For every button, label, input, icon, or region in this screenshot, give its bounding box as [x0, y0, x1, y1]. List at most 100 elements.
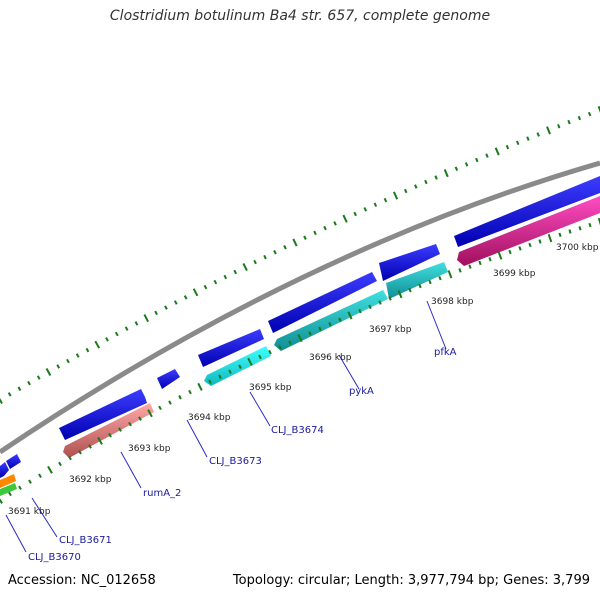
kbp-label: 3695 kbp	[249, 383, 292, 393]
tick-mark	[297, 333, 303, 343]
kbp-label: 3698 kbp	[431, 297, 474, 307]
gene-label-CLJ_B3673[interactable]: CLJ_B3673	[209, 456, 262, 467]
tick-mark	[485, 153, 489, 158]
tick-mark	[526, 136, 530, 141]
tick-mark	[558, 232, 562, 238]
tick-mark	[253, 259, 257, 265]
tick-mark	[85, 347, 90, 353]
leader-line	[120, 451, 142, 489]
inner-tick-track	[0, 217, 600, 504]
tick-mark	[263, 254, 267, 260]
orange-feature	[0, 474, 16, 488]
tick-mark	[17, 386, 22, 391]
tick-mark	[218, 374, 222, 379]
tick-mark	[443, 169, 449, 178]
gene-label-CLJ_B3670[interactable]: CLJ_B3670	[28, 552, 81, 563]
tick-mark	[494, 147, 500, 156]
tick-mark	[546, 126, 551, 135]
tick-mark	[143, 314, 149, 323]
tick-mark	[164, 305, 168, 310]
tick-mark	[313, 230, 317, 236]
tick-mark	[508, 249, 512, 255]
gene-label-rumA_2[interactable]: rumA_2	[143, 488, 181, 499]
cds-feature	[198, 329, 264, 367]
tick-mark	[518, 246, 522, 251]
kbp-label: 3696 kbp	[309, 353, 352, 363]
cds-feature	[157, 369, 180, 389]
cds-feature	[6, 454, 21, 469]
gene-labels: CLJ_B3670 CLJ_B3671 rumA_2 CLJ_B3673 CLJ…	[28, 347, 457, 563]
genome-backbone	[0, 160, 600, 455]
tick-mark	[323, 225, 327, 231]
tick-mark	[78, 450, 82, 455]
gene-label-CLJ_B3671[interactable]: CLJ_B3671	[59, 535, 112, 546]
tick-mark	[288, 340, 292, 345]
tick-mark	[238, 364, 242, 369]
tick-mark	[424, 179, 428, 185]
leader-line	[249, 391, 271, 427]
tick-mark	[108, 433, 112, 438]
tick-mark	[197, 382, 203, 391]
tick-mark	[328, 322, 332, 327]
tick-mark	[158, 405, 162, 411]
tick-mark	[183, 295, 188, 300]
tick-mark	[114, 331, 119, 337]
tick-mark	[208, 379, 212, 385]
tick-mark	[388, 296, 392, 301]
tick-mark	[168, 400, 172, 405]
tick-mark	[497, 251, 503, 260]
cds-feature	[454, 176, 600, 247]
tick-mark	[353, 211, 357, 217]
tick-mark	[547, 233, 553, 243]
tick-mark	[557, 124, 561, 129]
tick-mark	[587, 111, 592, 117]
tick-mark	[378, 300, 382, 305]
tick-mark	[283, 245, 287, 250]
tick-mark	[154, 310, 158, 316]
kbp-label: 3697 kbp	[369, 325, 412, 335]
kbp-label: 3692 kbp	[69, 475, 112, 485]
tick-mark	[118, 427, 122, 432]
tick-mark	[88, 444, 92, 449]
tick-mark	[28, 479, 32, 484]
tick-mark	[66, 358, 70, 364]
gene-label-CLJ_B3674[interactable]: CLJ_B3674	[271, 425, 324, 436]
tick-mark	[203, 284, 208, 290]
tick-mark	[147, 409, 153, 418]
tick-mark	[447, 270, 453, 279]
leader-line	[426, 300, 447, 350]
tick-mark	[403, 188, 408, 194]
tick-mark	[128, 421, 132, 427]
tick-mark	[373, 202, 378, 207]
tick-mark	[45, 368, 52, 376]
tick-mark	[273, 249, 277, 255]
pykA-feature	[274, 290, 388, 351]
tick-mark	[94, 340, 101, 349]
pfkA-feature	[386, 262, 448, 299]
tick-mark	[105, 337, 109, 342]
tick-mark	[268, 349, 272, 355]
tick-mark	[0, 498, 3, 504]
gene-label-pfkA[interactable]: pfkA	[434, 347, 457, 358]
kbp-label: 3699 kbp	[493, 269, 536, 279]
tick-mark	[192, 288, 199, 297]
tick-mark	[488, 256, 492, 262]
cds-feature	[268, 272, 377, 333]
tick-mark	[538, 239, 542, 244]
tick-mark	[308, 331, 312, 336]
tick-mark	[392, 191, 399, 200]
tick-mark	[124, 326, 129, 331]
kbp-label: 3691 kbp	[8, 507, 51, 517]
tick-mark	[438, 275, 442, 281]
gene-label-pykA[interactable]: pykA	[349, 386, 374, 397]
tick-mark	[303, 235, 307, 240]
kbp-label: 3693 kbp	[128, 444, 171, 454]
tick-mark	[397, 290, 403, 299]
tick-mark	[228, 369, 232, 374]
tick-mark	[233, 269, 237, 275]
tick-mark	[505, 144, 510, 150]
leader-line	[186, 419, 208, 458]
tick-mark	[258, 354, 262, 360]
tick-mark	[188, 389, 192, 395]
tick-mark	[242, 262, 248, 272]
